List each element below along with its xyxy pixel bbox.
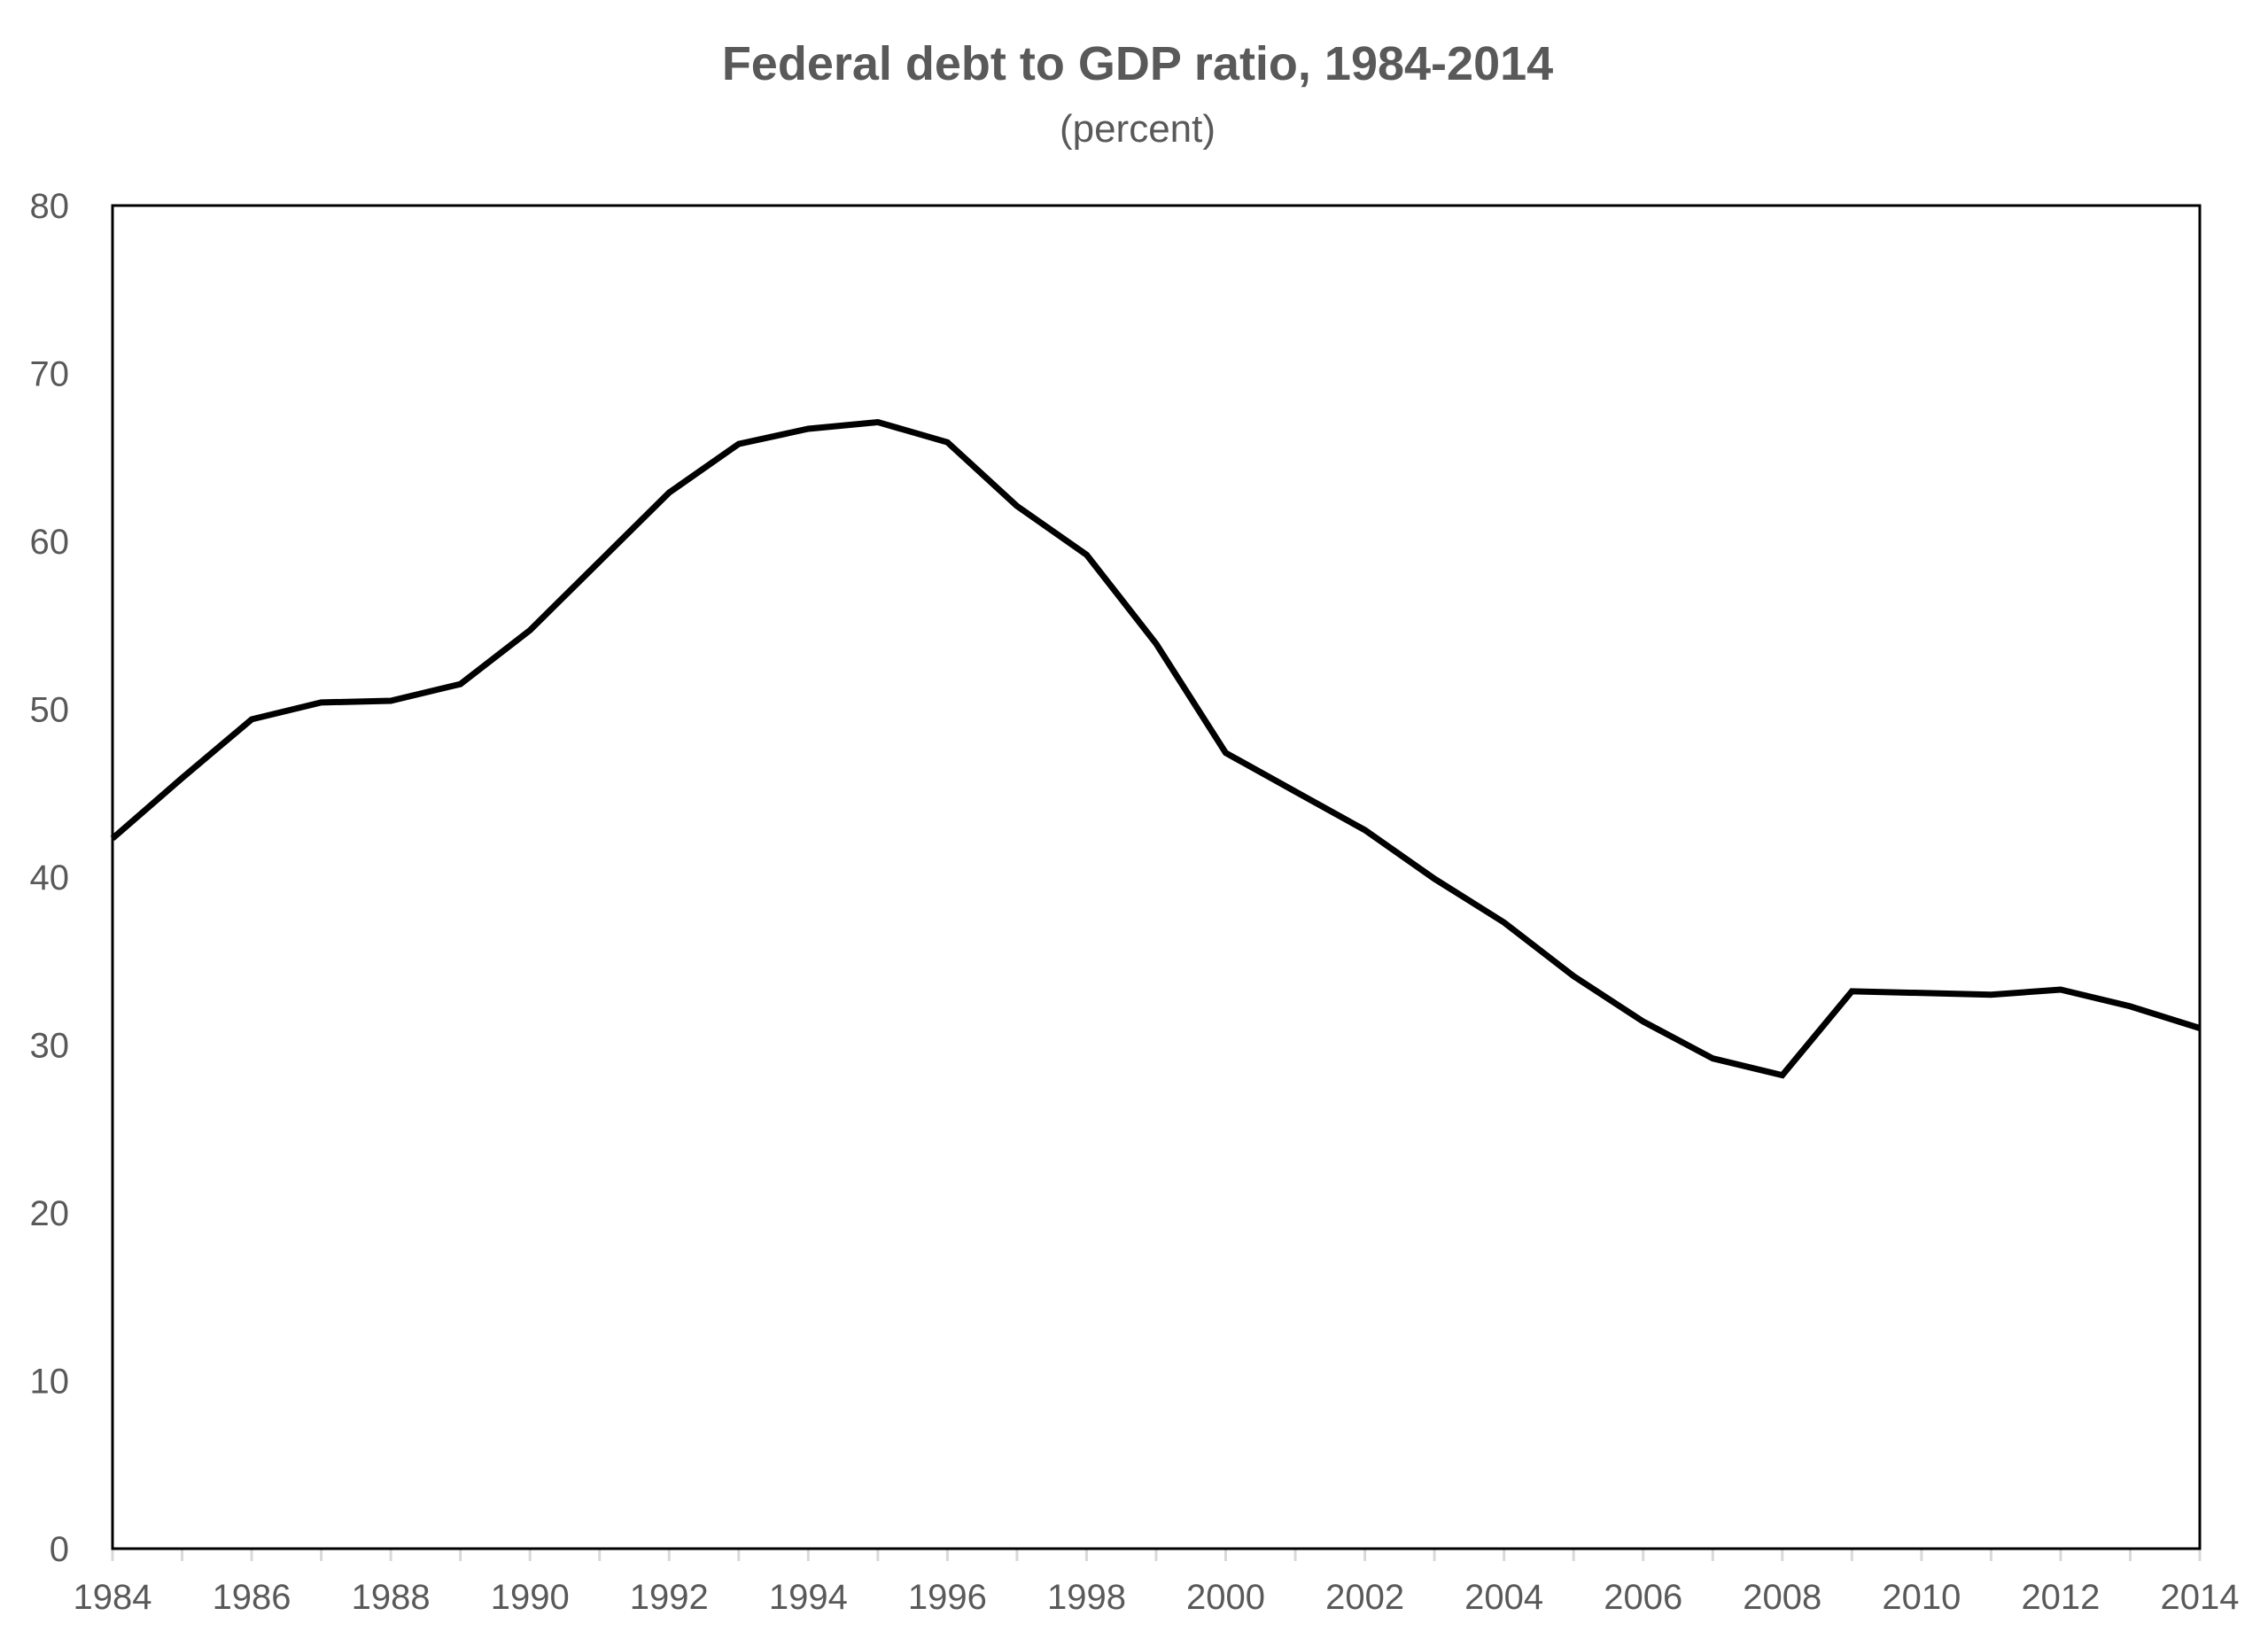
data-point — [944, 439, 950, 445]
series-layer — [110, 418, 2202, 1079]
data-point — [597, 559, 602, 564]
x-tick-label: 2006 — [1604, 1578, 1682, 1617]
y-tick-label: 80 — [30, 187, 70, 226]
data-point — [666, 490, 672, 495]
data-point — [2128, 1004, 2133, 1009]
series-line — [110, 418, 2202, 1079]
data-point — [319, 700, 324, 705]
x-tick-label: 2010 — [1882, 1578, 1961, 1617]
data-point — [805, 426, 811, 431]
data-point — [110, 835, 115, 841]
data-point — [1502, 920, 1507, 925]
data-point — [1153, 641, 1159, 647]
data-point — [1432, 876, 1437, 882]
x-tick-label: 2004 — [1464, 1578, 1543, 1617]
x-tick-label: 2002 — [1325, 1578, 1404, 1617]
data-point — [1363, 827, 1368, 833]
data-point — [1084, 552, 1090, 557]
data-point — [388, 698, 393, 703]
data-point — [1571, 974, 1576, 979]
x-tick-label: 1992 — [630, 1578, 709, 1617]
chart-subtitle: (percent) — [1060, 107, 1216, 151]
data-point — [1223, 750, 1229, 756]
data-point — [1014, 503, 1020, 509]
y-tick-label: 30 — [30, 1027, 70, 1066]
data-point — [180, 775, 185, 781]
x-tick-label: 1988 — [352, 1578, 431, 1617]
data-point — [1919, 991, 1924, 996]
x-tick-label: 2000 — [1186, 1578, 1265, 1617]
x-tick-label: 2014 — [2161, 1578, 2240, 1617]
data-point — [527, 627, 532, 633]
x-tick-label: 1986 — [213, 1578, 291, 1617]
y-tick-label: 10 — [30, 1363, 70, 1402]
x-tick-label: 1996 — [908, 1578, 987, 1617]
x-tick-label: 1984 — [74, 1578, 152, 1617]
y-axis-ticks: 0 10 20 30 40 50 60 70 80 — [30, 187, 70, 1569]
y-tick-label: 40 — [30, 858, 70, 897]
data-point — [458, 681, 463, 687]
y-tick-label: 60 — [30, 523, 70, 562]
x-tick-label: 1990 — [491, 1578, 570, 1617]
data-point — [1293, 789, 1298, 794]
data-point — [249, 717, 254, 722]
data-point — [1780, 1073, 1785, 1078]
data-point — [1641, 1019, 1646, 1024]
chart-title: Federal debt to GDP ratio, 1984-2014 — [722, 37, 1553, 90]
plot-area — [111, 204, 2202, 1550]
data-point — [875, 420, 881, 425]
data-point — [1849, 989, 1854, 994]
x-axis-ticks: 1984 1986 1988 1990 1992 1994 1996 1998 2000 2002… — [74, 1547, 2240, 1617]
x-tick-label: 2012 — [2021, 1578, 2100, 1617]
data-point — [736, 441, 742, 447]
y-tick-label: 0 — [50, 1530, 69, 1569]
x-tick-label: 1998 — [1047, 1578, 1126, 1617]
data-point — [1988, 992, 1993, 998]
x-tick-label: 1994 — [769, 1578, 848, 1617]
data-point — [2197, 1026, 2202, 1031]
data-point — [2058, 987, 2063, 992]
y-tick-label: 50 — [30, 691, 70, 730]
x-tick-label: 2008 — [1743, 1578, 1821, 1617]
data-point — [1710, 1056, 1715, 1061]
y-tick-label: 70 — [30, 355, 70, 394]
y-tick-label: 20 — [30, 1194, 70, 1233]
